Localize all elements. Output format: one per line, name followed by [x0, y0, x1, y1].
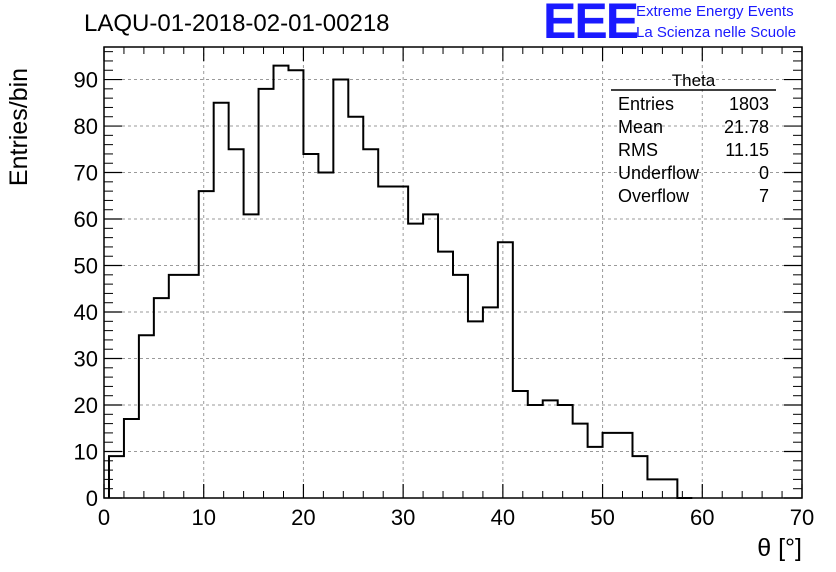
x-axis-label: θ [°]	[757, 534, 802, 562]
stats-label: Underflow	[618, 163, 700, 183]
stats-label: RMS	[618, 140, 658, 160]
logo-caption-line2: La Scienza nelle Scuole	[636, 24, 797, 41]
y-tick-label: 80	[74, 114, 98, 139]
stats-value: 1803	[729, 94, 769, 114]
y-tick-label: 30	[74, 347, 98, 372]
stats-value: 7	[759, 186, 769, 206]
y-tick-label: 60	[74, 207, 98, 232]
x-tick-label: 30	[391, 505, 415, 530]
y-tick-label: 0	[86, 486, 98, 511]
x-tick-label: 50	[590, 505, 614, 530]
x-tick-label: 70	[790, 505, 814, 530]
y-tick-label: 10	[74, 440, 98, 465]
x-tick-label: 60	[690, 505, 714, 530]
y-tick-label: 40	[74, 300, 98, 325]
y-tick-label: 90	[74, 68, 98, 93]
y-tick-label: 20	[74, 393, 98, 418]
y-tick-label: 50	[74, 254, 98, 279]
x-tick-label: 10	[191, 505, 215, 530]
axis-ticks	[103, 47, 803, 499]
plot-frame	[103, 46, 803, 499]
eee-logo: EEE	[543, 0, 639, 49]
stats-label: Overflow	[618, 186, 690, 206]
x-tick-label: 0	[98, 505, 110, 530]
stats-value: 21.78	[724, 117, 769, 137]
y-tick-label: 70	[74, 161, 98, 186]
x-tick-label: 40	[491, 505, 515, 530]
stats-box: Theta Entries 1803 Mean 21.78 RMS 11.15 Underf…	[611, 71, 776, 206]
x-tick-label: 20	[291, 505, 315, 530]
stats-title: Theta	[672, 71, 716, 90]
grid-lines	[104, 47, 802, 498]
stats-label: Entries	[618, 94, 674, 114]
chart-title: LAQU-01-2018-02-01-00218	[84, 10, 390, 37]
histogram-series	[107, 64, 693, 499]
stats-label: Mean	[618, 117, 663, 137]
stats-value: 11.15	[725, 140, 769, 160]
stats-value: 0	[759, 163, 769, 183]
logo-caption-line1: Extreme Energy Events	[636, 3, 794, 20]
